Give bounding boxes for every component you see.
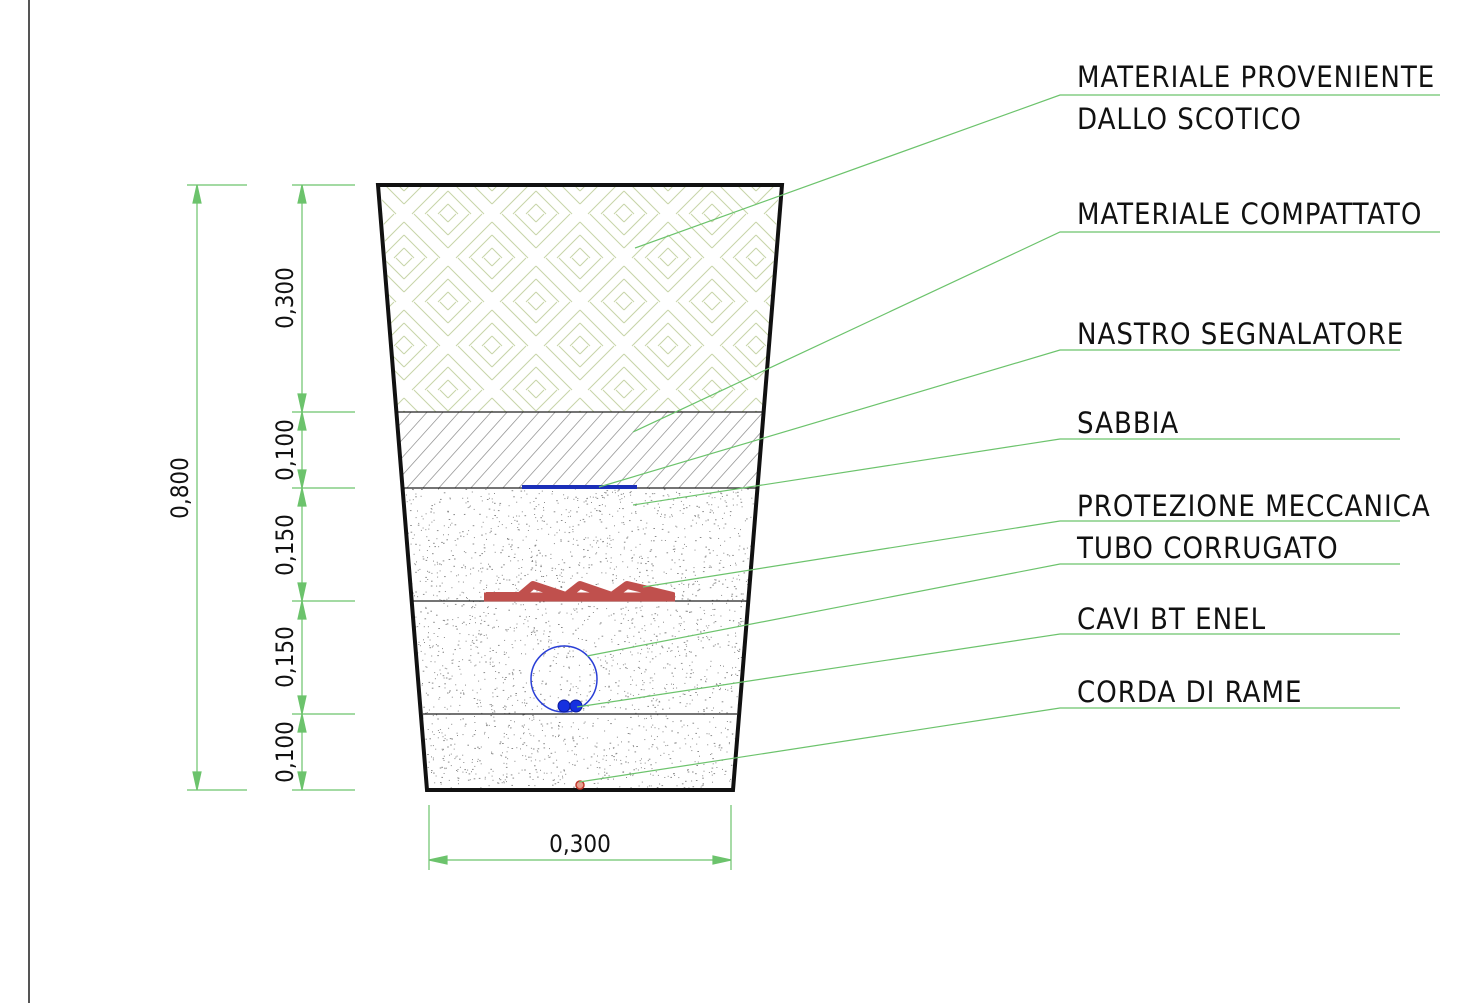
leader-scotico [634, 94, 1440, 249]
leader-nastro [598, 349, 1400, 488]
leader-cavi [576, 633, 1400, 708]
leader-lines [576, 94, 1440, 783]
dim-bottom-width: 0,300 [549, 830, 611, 858]
topsoil-hatch [381, 185, 779, 412]
label-cavi: CAVI BT ENEL [1077, 602, 1266, 636]
bt-cables [557, 699, 583, 713]
dim-layer-5: 0,100 [271, 721, 299, 783]
label-scotico-line-2: DALLO SCOTICO [1077, 102, 1302, 136]
dim-layer-3: 0,150 [271, 514, 299, 576]
leader-sabbia [632, 438, 1400, 506]
leader-protezione [642, 520, 1400, 588]
dim-layer-4: 0,150 [271, 626, 299, 688]
label-compattato: MATERIALE COMPATTATO [1077, 197, 1422, 231]
trench-outline [375, 183, 785, 792]
leader-compattato [632, 231, 1440, 433]
dimension-lines [187, 184, 732, 870]
label-scotico-line-1: MATERIALE PROVENIENTE [1077, 60, 1435, 94]
dim-total-depth: 0,800 [166, 457, 194, 519]
copper-rope [575, 780, 585, 790]
mechanical-protection [484, 581, 675, 602]
sand-hatch [403, 488, 757, 790]
label-corda: CORDA DI RAME [1077, 675, 1302, 709]
label-nastro: NASTRO SEGNALATORE [1077, 317, 1404, 351]
label-sabbia: SABBIA [1077, 406, 1179, 440]
dim-layer-2: 0,100 [271, 419, 299, 481]
compacted-hatch [397, 412, 763, 488]
leader-tubo [586, 563, 1400, 657]
label-tubo: TUBO CORRUGATO [1076, 531, 1339, 565]
leader-corda [578, 707, 1400, 783]
label-protezione: PROTEZIONE MECCANICA [1077, 489, 1431, 523]
dim-layer-1: 0,300 [271, 267, 299, 329]
